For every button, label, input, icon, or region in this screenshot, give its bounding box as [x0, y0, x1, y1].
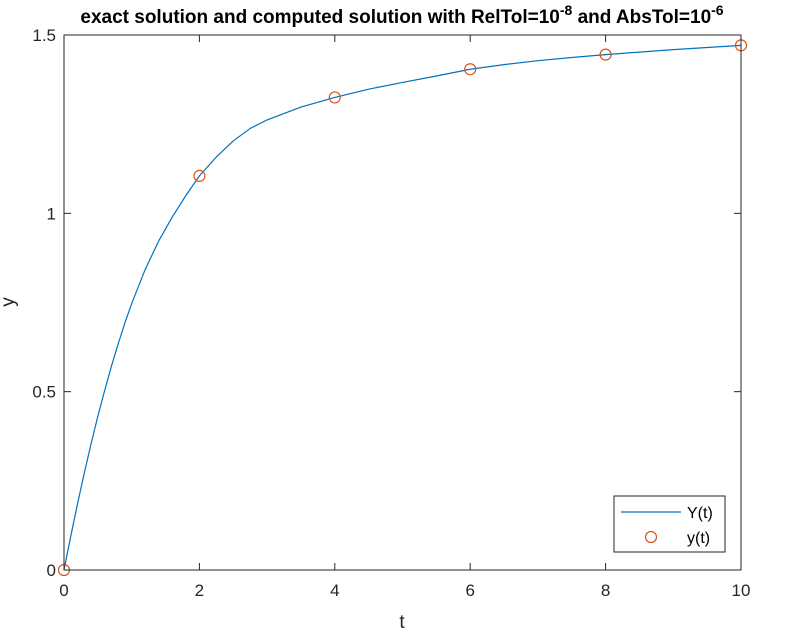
plot-area	[64, 35, 741, 570]
series-line-1	[63, 44, 742, 571]
x-tick-label: 2	[195, 581, 204, 600]
title-part-1: exact solution and computed solution wit…	[80, 7, 559, 28]
legend-marker-sample	[644, 530, 658, 544]
y-tick-label: 0	[47, 561, 56, 580]
series-marker-2	[328, 91, 341, 104]
x-tick-label: 8	[601, 581, 610, 600]
legend[interactable]: Y(t) y(t)	[613, 495, 726, 553]
y-axis-label: y	[0, 297, 19, 307]
legend-box	[613, 495, 726, 553]
x-tick-label: 6	[465, 581, 474, 600]
legend-label-series-1: Y(t)	[687, 505, 713, 522]
title-exponent-1: -8	[560, 2, 573, 18]
x-tick-label: 10	[732, 581, 751, 600]
y-tick-label: 1.5	[32, 26, 56, 45]
legend-label-series-2: y(t)	[687, 530, 710, 547]
axes-box	[63, 34, 742, 571]
x-tick-label: 0	[59, 581, 68, 600]
x-axis-label: t	[399, 612, 405, 633]
ticks-layer: 0 2 4 6 8 10 0 0.5 1 1.5	[32, 26, 750, 600]
y-tick-label: 1	[47, 204, 56, 223]
series-marker-2	[464, 63, 477, 76]
x-tick-label: 4	[330, 581, 339, 600]
series-marker-2	[599, 48, 612, 61]
title-exponent-2: -6	[711, 2, 724, 18]
series-marker-2	[193, 169, 206, 182]
y-tick-label: 0.5	[32, 383, 56, 402]
chart-title: exact solution and computed solution wit…	[80, 2, 723, 28]
title-part-2: and AbsTol=10	[572, 7, 711, 28]
